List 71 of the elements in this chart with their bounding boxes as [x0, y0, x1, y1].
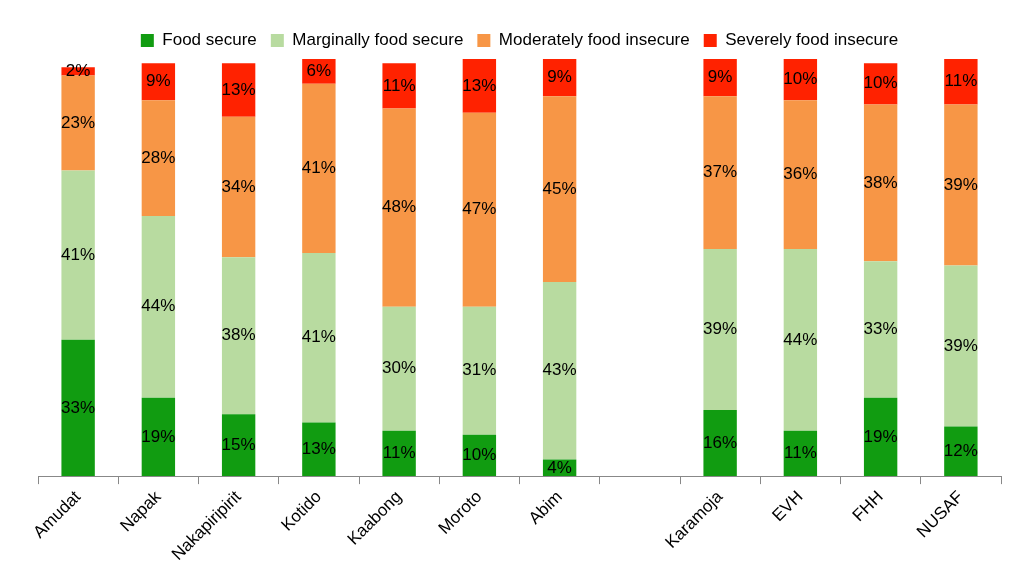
bar	[302, 83, 336, 254]
bar	[221, 257, 256, 415]
data-label: 10%	[462, 445, 497, 465]
bar	[703, 96, 737, 249]
bar	[462, 306, 497, 435]
bar	[61, 339, 95, 477]
data-label: 41%	[301, 327, 336, 347]
data-label: 33%	[61, 397, 96, 417]
data-label: 36%	[783, 164, 818, 184]
data-label: 44%	[141, 296, 176, 316]
bar	[61, 170, 95, 340]
data-label: 30%	[382, 358, 417, 378]
data-label: 39%	[943, 335, 978, 355]
data-label: 11%	[382, 75, 416, 95]
data-label: 11%	[944, 71, 978, 91]
bar	[944, 104, 978, 266]
data-label: 4%	[547, 457, 572, 477]
bar	[783, 100, 818, 249]
bar	[61, 75, 95, 171]
bar	[382, 108, 416, 307]
data-label: 38%	[863, 172, 898, 192]
data-label: 34%	[221, 176, 256, 196]
data-label: 10%	[783, 69, 818, 89]
data-label: 39%	[703, 319, 738, 339]
legend-label: Food secure	[162, 30, 257, 50]
bar	[863, 261, 898, 398]
data-label: 39%	[943, 174, 978, 194]
bar	[863, 104, 898, 262]
data-label: 43%	[542, 360, 577, 380]
bar	[382, 63, 416, 109]
bar	[141, 215, 176, 398]
bar	[542, 96, 577, 283]
data-label: 38%	[221, 325, 256, 345]
data-label: 9%	[146, 71, 171, 91]
data-label: 16%	[703, 432, 738, 452]
data-label: 6%	[306, 61, 332, 81]
data-label: 2%	[65, 61, 91, 81]
bar	[783, 248, 818, 431]
data-label: 44%	[783, 329, 818, 349]
bar	[944, 265, 978, 427]
data-label: 41%	[61, 244, 96, 264]
data-label: 13%	[462, 75, 497, 95]
data-label: 13%	[221, 79, 256, 99]
legend-label: Severely food insecure	[725, 30, 899, 50]
legend-label: Moderately food insecure	[498, 30, 690, 50]
data-label: 33%	[863, 319, 898, 339]
data-label: 9%	[547, 67, 572, 87]
data-label: 48%	[382, 197, 417, 217]
bar	[141, 100, 176, 216]
data-label: 9%	[707, 67, 733, 87]
data-label: 23%	[61, 112, 96, 132]
bar	[462, 112, 497, 307]
bar	[703, 248, 737, 411]
data-label: 41%	[301, 158, 336, 178]
bar	[382, 306, 416, 431]
data-label: 47%	[462, 199, 497, 219]
data-label: 19%	[141, 426, 176, 446]
data-label: 28%	[141, 147, 176, 167]
data-label: 31%	[462, 360, 497, 380]
data-label: 11%	[783, 443, 817, 463]
bar	[302, 253, 336, 423]
bar	[542, 282, 577, 460]
data-label: 15%	[221, 434, 256, 454]
data-label: 45%	[542, 178, 577, 198]
data-label: 11%	[382, 443, 416, 463]
data-label: 37%	[703, 162, 738, 182]
bar	[703, 410, 737, 477]
data-label: 10%	[863, 73, 898, 93]
legend-label: Marginally food secure	[292, 30, 464, 50]
bar	[221, 116, 256, 258]
data-label: 19%	[863, 426, 898, 446]
